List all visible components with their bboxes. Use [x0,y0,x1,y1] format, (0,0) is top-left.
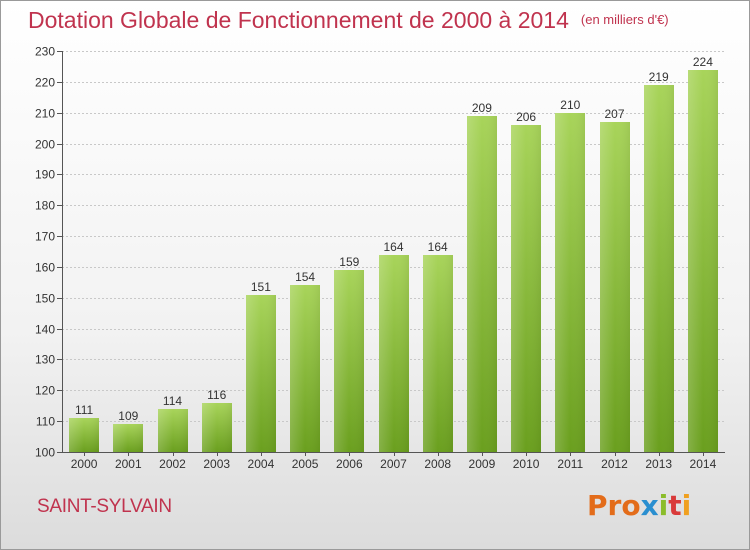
bar-value-label: 224 [693,55,713,69]
y-tick-label: 200 [35,138,55,152]
y-tick-label: 150 [35,292,55,306]
y-tick-label: 170 [35,230,55,244]
bar-shade [69,418,99,452]
y-tick-label: 180 [35,199,55,213]
commune-name: SAINT-SYLVAIN [37,496,172,517]
logo-letter: t [668,489,682,522]
data-labels: 111 109 114 116 151 154 159 164 164 209 206 210 207 2… [75,55,713,423]
x-tick-label: 2001 [115,457,142,471]
bar-shade [688,70,718,452]
bar-shade [158,409,188,452]
bar-shade [467,116,497,452]
bar-shade [113,424,143,452]
bar-value-label: 109 [118,409,138,423]
x-tick-label: 2003 [203,457,230,471]
chart-title: Dotation Globale de Fonctionnement de 20… [28,7,669,34]
x-tick-label: 2010 [513,457,540,471]
y-tick-label: 190 [35,168,55,182]
bar-shade [511,125,541,452]
logo-letter: r [607,489,622,522]
y-tick-label: 140 [35,323,55,337]
bar-shade [423,255,453,452]
bar-value-label: 116 [207,388,226,402]
bar-shade [555,113,585,452]
bar-value-label: 209 [472,101,492,115]
y-tick-label: 160 [35,261,55,275]
x-tick-label: 2013 [645,457,672,471]
x-tick-label: 2004 [248,457,275,471]
logo-letter: i [681,489,692,522]
x-tick-label: 2002 [159,457,186,471]
bar-value-label: 151 [251,280,271,294]
x-tick-label: 2007 [380,457,407,471]
x-tick-label: 2009 [469,457,496,471]
bar-value-label: 159 [339,255,359,269]
x-tick-label: 2006 [336,457,363,471]
x-tick-label: 2014 [690,457,717,471]
y-tick-label: 220 [35,76,55,90]
bar-value-label: 207 [604,107,624,121]
y-tick-label: 210 [35,107,55,121]
y-tick-label: 100 [35,446,55,460]
logo-letter: o [621,489,641,522]
bar-value-label: 164 [383,240,403,254]
y-tick-label: 230 [35,45,55,59]
bar-value-label: 154 [295,270,315,284]
bar-shade [334,270,364,452]
bar-value-label: 219 [649,70,669,84]
logo-letter: P [587,489,608,522]
chart-title-text: Dotation Globale de Fonctionnement de 20… [28,7,569,33]
bar-value-label: 206 [516,110,536,124]
bar-value-label: 164 [428,240,448,254]
y-tick-label: 120 [35,384,55,398]
logo-letter: i [658,489,669,522]
bar-value-label: 114 [163,394,182,408]
bar-value-label: 111 [75,403,94,417]
axes: 100 110 120 130 140 150 160 170 180 190 200 210 220 2… [35,45,725,471]
bars [69,70,718,452]
bar-shade [379,255,409,452]
logo-letter: x [640,489,659,522]
proxiti-logo: Proxiti [587,489,691,522]
x-tick-label: 2000 [71,457,98,471]
bar-shade [290,285,320,452]
x-tick-label: 2008 [424,457,451,471]
x-tick-label: 2012 [601,457,628,471]
bar-shade [644,85,674,452]
x-tick-label: 2011 [557,457,583,471]
bar-shade [600,122,630,452]
y-tick-label: 110 [36,415,55,429]
bar-shade [246,295,276,452]
bar-value-label: 210 [560,98,580,112]
bar-shade [202,403,232,452]
y-tick-label: 130 [35,353,55,367]
chart-unit-label: (en milliers d'€) [580,12,669,27]
x-tick-label: 2005 [292,457,319,471]
